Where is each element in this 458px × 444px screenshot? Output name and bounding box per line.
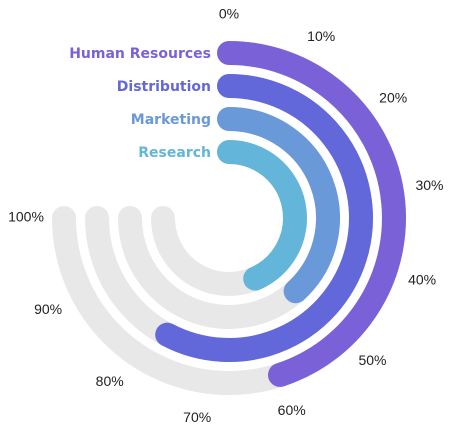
tick-label-1: 10% (307, 28, 335, 44)
bar-3 (217, 140, 307, 291)
tick-label-8: 80% (96, 373, 124, 389)
bar-0 (217, 41, 406, 387)
tick-label-4: 40% (408, 271, 436, 287)
tick-label-9: 90% (34, 301, 62, 317)
bar-1 (155, 74, 373, 362)
value-bars (155, 41, 406, 387)
tick-label-5: 50% (358, 352, 386, 368)
category-label-3: Research (138, 145, 211, 161)
category-label-0: Human Resources (69, 46, 211, 62)
tick-label-6: 60% (278, 402, 306, 418)
tick-label-0: 0% (219, 6, 239, 22)
category-label-2: Marketing (131, 112, 211, 128)
category-labels: Human Resources Distribution Marketing Rese… (69, 46, 211, 161)
tick-label-2: 20% (379, 89, 407, 105)
tick-label-10: 100% (8, 209, 44, 225)
bar-2 (217, 107, 340, 304)
angular-tick-labels: 0% 10% 20% 30% 40% 50% 60% 70% 80% 90% 100% (8, 6, 443, 426)
tick-label-3: 30% (415, 177, 443, 193)
category-label-1: Distribution (117, 79, 211, 95)
tick-label-7: 70% (183, 409, 211, 425)
